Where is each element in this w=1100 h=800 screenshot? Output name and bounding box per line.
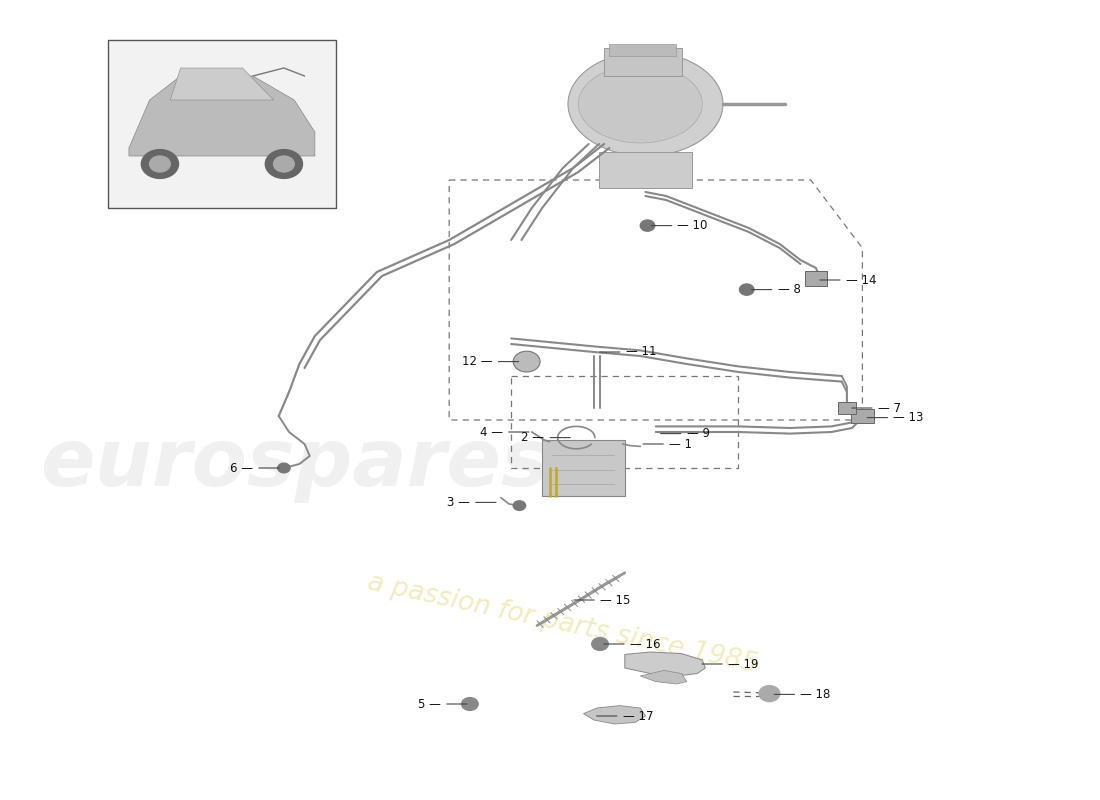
Text: — 8: — 8 — [778, 283, 801, 296]
Text: 12 —: 12 — — [462, 355, 493, 368]
Text: — 17: — 17 — [623, 710, 653, 722]
Circle shape — [277, 463, 290, 473]
Text: 2 —: 2 — — [521, 431, 544, 444]
Circle shape — [759, 686, 780, 702]
Circle shape — [150, 156, 170, 172]
Bar — [804, 271, 827, 286]
Bar — [604, 48, 682, 76]
Text: — 15: — 15 — [600, 594, 630, 606]
Text: — 9: — 9 — [686, 427, 710, 440]
Text: — 14: — 14 — [846, 274, 877, 286]
Polygon shape — [625, 652, 705, 676]
Ellipse shape — [579, 65, 702, 143]
Circle shape — [640, 220, 654, 231]
Bar — [851, 409, 873, 423]
Circle shape — [592, 638, 608, 650]
Bar — [600, 152, 692, 188]
Circle shape — [514, 351, 540, 372]
Text: — 11: — 11 — [626, 346, 657, 358]
Circle shape — [141, 150, 178, 178]
Text: — 7: — 7 — [878, 402, 901, 414]
Text: a passion for parts since 1985: a passion for parts since 1985 — [365, 570, 760, 678]
Ellipse shape — [568, 52, 723, 156]
Bar — [542, 440, 625, 496]
Polygon shape — [640, 670, 686, 684]
Text: — 10: — 10 — [678, 219, 708, 232]
Circle shape — [265, 150, 302, 178]
Bar — [609, 44, 676, 56]
Polygon shape — [170, 68, 274, 100]
Circle shape — [462, 698, 478, 710]
Circle shape — [514, 501, 526, 510]
Circle shape — [739, 284, 754, 295]
Text: 6 —: 6 — — [230, 462, 253, 474]
Text: — 1: — 1 — [669, 438, 692, 450]
Text: — 13: — 13 — [893, 411, 924, 424]
Text: 3 —: 3 — — [447, 496, 470, 509]
Text: — 18: — 18 — [801, 688, 830, 701]
Text: 4 —: 4 — — [480, 426, 503, 438]
Polygon shape — [129, 76, 315, 156]
Text: — 16: — 16 — [630, 638, 660, 650]
Bar — [837, 402, 856, 414]
Circle shape — [274, 156, 294, 172]
Bar — [108, 40, 336, 208]
Text: 5 —: 5 — — [418, 698, 441, 710]
Text: — 19: — 19 — [728, 658, 759, 670]
Polygon shape — [583, 706, 646, 724]
Text: eurospares: eurospares — [40, 425, 549, 503]
